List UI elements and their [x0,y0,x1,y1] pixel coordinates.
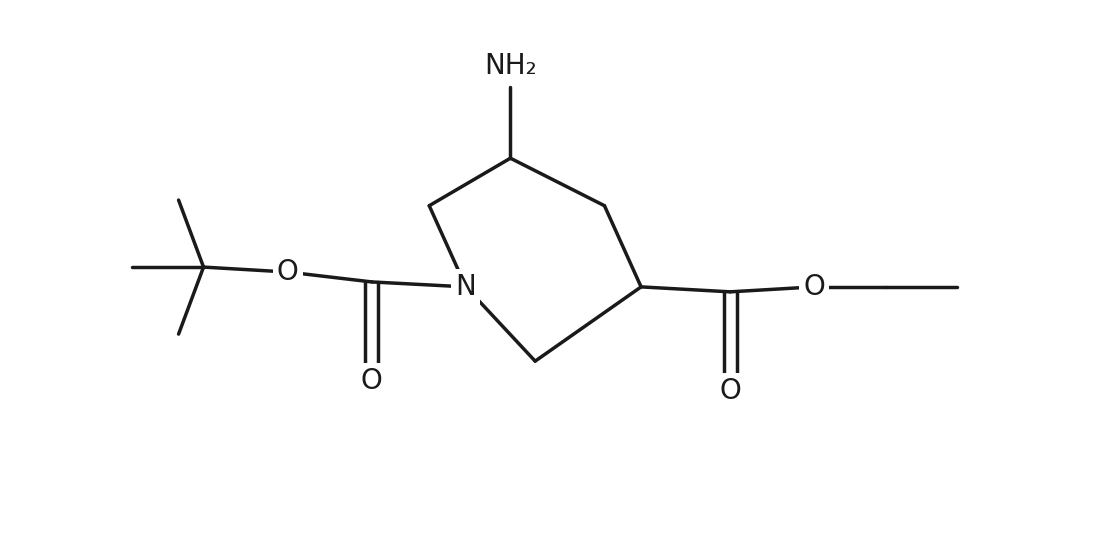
Text: O: O [803,273,825,301]
Text: O: O [361,367,382,395]
Text: NH₂: NH₂ [484,52,537,80]
Text: N: N [455,273,476,301]
Text: O: O [720,377,741,405]
Text: O: O [277,258,299,286]
